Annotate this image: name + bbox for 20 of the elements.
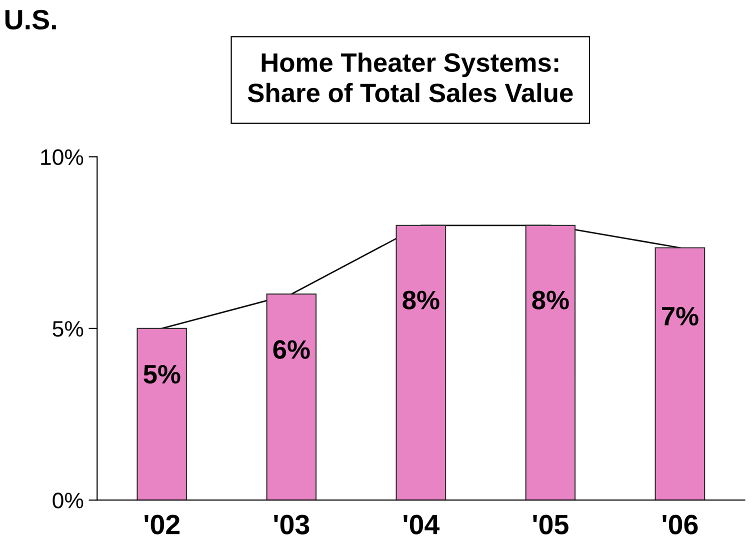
- x-tick-label: '03: [274, 514, 310, 534]
- x-tick-label: '04: [404, 514, 440, 534]
- data-label: 8%: [402, 290, 440, 310]
- bar: [136, 328, 188, 500]
- y-tick-label: 0%: [52, 492, 84, 508]
- bar: [266, 294, 317, 500]
- text: U.S.: [5, 10, 56, 30]
- data-label: 5%: [144, 364, 180, 384]
- data-label: 7%: [662, 306, 698, 326]
- y-tick-label: 10%: [41, 149, 84, 166]
- x-tick-label: '06: [662, 514, 698, 534]
- y-tick-label: 5%: [52, 321, 84, 337]
- bar: [396, 224, 446, 500]
- x-tick-label: '05: [533, 514, 568, 534]
- chart-title: Home Theater Systems: Share of Total Sales Value: [248, 52, 573, 102]
- bar: [654, 247, 706, 500]
- data-label: 6%: [273, 340, 310, 359]
- data-label: 8%: [532, 290, 569, 310]
- bar: [525, 224, 576, 500]
- x-tick-label: '02: [144, 514, 180, 534]
